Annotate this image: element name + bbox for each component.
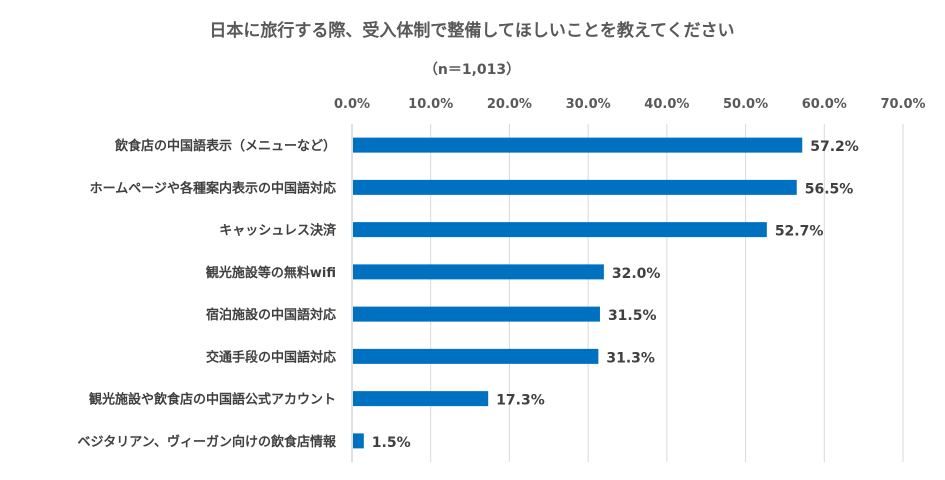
x-tick-label: 20.0% <box>487 97 532 112</box>
bar <box>353 433 364 449</box>
category-label: 交通手段の中国語対応 <box>206 349 336 365</box>
data-label: 31.5% <box>608 308 657 324</box>
x-axis-ticks: 0.0% 10.0% 20.0% 30.0% 40.0% 50.0% 60.0% 70.0% <box>334 97 926 112</box>
x-tick-label: 50.0% <box>723 97 768 112</box>
bar <box>353 391 489 407</box>
x-tick-label: 60.0% <box>802 97 847 112</box>
category-label: 観光施設や飲食店の中国語公式アカウント <box>88 392 336 408</box>
data-label: 57.2% <box>810 139 859 155</box>
data-label: 52.7% <box>775 224 824 240</box>
bars <box>353 137 803 449</box>
x-tick-label: 10.0% <box>408 97 453 112</box>
x-tick-label: 40.0% <box>644 97 689 112</box>
data-label: 56.5% <box>805 181 854 197</box>
x-tick-label: 70.0% <box>880 97 925 112</box>
data-label: 32.0% <box>612 266 661 282</box>
bar <box>353 264 604 280</box>
category-labels: 飲食店の中国語表示（メニューなど） ホームページや各種案内表示の中国語対応キャッシ… <box>78 138 337 450</box>
category-label: キャッシュレス決済 <box>219 223 337 239</box>
chart-title: 日本に旅行する際、受入体制で整備してほしいことを教えてください <box>209 20 734 41</box>
data-label: 1.5% <box>372 435 411 451</box>
gridlines <box>430 124 904 462</box>
chart-subtitle: （n＝1,013） <box>424 62 520 78</box>
bar <box>353 306 600 322</box>
category-label: 飲食店の中国語表示（メニューなど） <box>114 138 336 154</box>
category-label: 宿泊施設の中国語対応 <box>206 307 336 323</box>
bar <box>353 222 767 238</box>
x-tick-label: 30.0% <box>566 97 611 112</box>
data-labels: 57.2% 56.5% 52.7% 32.0% 31.5% 31.3% 17.3% 1.5% <box>372 139 859 451</box>
bar <box>353 348 599 364</box>
data-label: 17.3% <box>496 393 545 409</box>
data-label: 31.3% <box>606 350 655 366</box>
category-label: ホームページや各種案内表示の中国語対応 <box>90 180 336 196</box>
x-tick-label: 0.0% <box>334 97 370 112</box>
bar <box>353 137 803 153</box>
bar <box>353 179 797 195</box>
category-label: 観光施設等の無料wifi <box>205 265 336 281</box>
category-label: ベジタリアン、ヴィーガン向けの飲食店情報 <box>78 434 337 450</box>
